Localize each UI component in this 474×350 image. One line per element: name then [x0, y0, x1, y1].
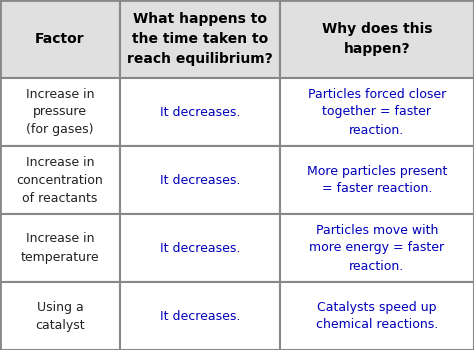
Text: Using a
catalyst: Using a catalyst	[35, 301, 85, 331]
Bar	[280, 214, 474, 282]
Bar	[0, 0, 120, 78]
Bar	[120, 78, 280, 146]
Text: Increase in
concentration
of reactants: Increase in concentration of reactants	[17, 155, 103, 204]
Bar	[280, 146, 474, 214]
Text: It decreases.: It decreases.	[160, 174, 240, 187]
Bar	[120, 214, 280, 282]
Text: Factor: Factor	[35, 32, 85, 46]
Text: What happens to
the time taken to
reach equilibrium?: What happens to the time taken to reach …	[127, 13, 273, 65]
Text: Catalysts speed up
chemical reactions.: Catalysts speed up chemical reactions.	[316, 301, 438, 331]
Bar	[280, 0, 474, 78]
Bar	[280, 78, 474, 146]
Bar	[0, 78, 120, 146]
Text: It decreases.: It decreases.	[160, 309, 240, 322]
Text: More particles present
= faster reaction.: More particles present = faster reaction…	[307, 164, 447, 196]
Text: Particles forced closer
together = faster
reaction.: Particles forced closer together = faste…	[308, 88, 446, 136]
Bar	[0, 214, 120, 282]
Text: Why does this
happen?: Why does this happen?	[322, 22, 432, 56]
Text: It decreases.: It decreases.	[160, 105, 240, 119]
Bar	[280, 282, 474, 350]
Text: Increase in
temperature: Increase in temperature	[21, 232, 100, 264]
Bar	[0, 146, 120, 214]
Bar	[120, 146, 280, 214]
Bar	[120, 0, 280, 78]
Bar	[0, 282, 120, 350]
Bar	[120, 282, 280, 350]
Text: Increase in
pressure
(for gases): Increase in pressure (for gases)	[26, 88, 94, 136]
Text: Particles move with
more energy = faster
reaction.: Particles move with more energy = faster…	[310, 224, 445, 273]
Text: It decreases.: It decreases.	[160, 241, 240, 254]
